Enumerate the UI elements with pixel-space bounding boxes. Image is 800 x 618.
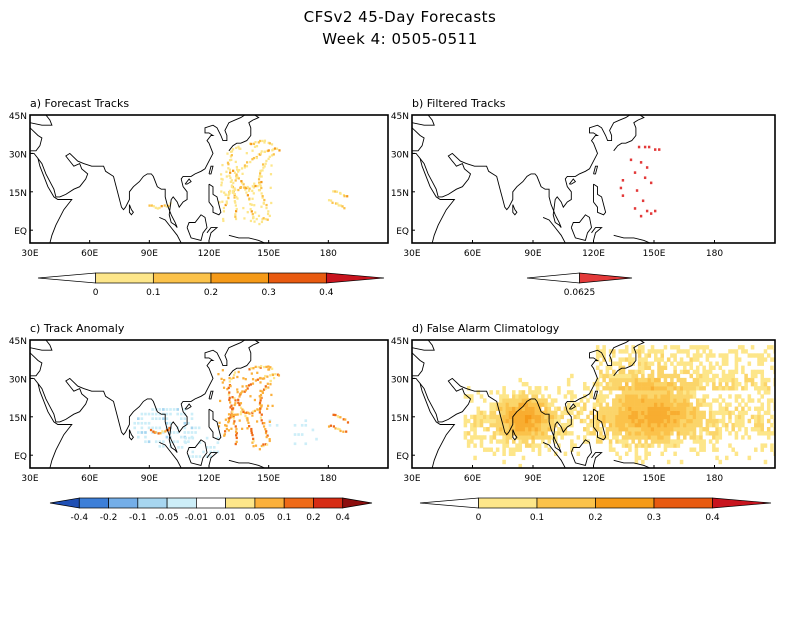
colorbar-label: 0.1 xyxy=(146,288,160,298)
lon-label: 150E xyxy=(643,249,666,259)
colorbar-label: 0.3 xyxy=(647,513,661,523)
colorbar-b: 0.0625 xyxy=(526,272,633,298)
lat-label: 45N xyxy=(9,112,27,122)
colorbar-label: 0.2 xyxy=(588,513,602,523)
colorbar-label: 0.4 xyxy=(705,513,720,523)
colorbar-label: 0.05 xyxy=(245,513,265,523)
panel-label: a) Forecast Tracks xyxy=(30,97,129,110)
colorbar-a: 0 0.1 0.2 0.3 0.4 xyxy=(37,272,385,298)
field-c xyxy=(133,365,350,458)
lon-label: 120E xyxy=(198,474,221,484)
coastline-d xyxy=(412,340,665,468)
lat-label: 15N xyxy=(391,414,409,424)
lat-label: 30N xyxy=(391,150,409,160)
lon-label: 90E xyxy=(524,474,541,484)
lon-label: 180 xyxy=(706,249,723,259)
lon-label: 120E xyxy=(582,249,605,259)
panel-label: d) False Alarm Climatology xyxy=(412,322,560,335)
field-b xyxy=(619,145,661,218)
lat-label: EQ xyxy=(14,452,27,462)
lat-label: 15N xyxy=(391,189,409,199)
lon-label: 60E xyxy=(81,249,98,259)
lat-label: 30N xyxy=(9,375,27,385)
lon-label: 90E xyxy=(141,249,158,259)
lon-label: 120E xyxy=(198,249,221,259)
coastline-b xyxy=(412,115,665,243)
coastline-a xyxy=(30,115,279,243)
colorbar-label: 0 xyxy=(476,513,482,523)
lon-label: 150E xyxy=(643,474,666,484)
colorbar-label: 0.01 xyxy=(216,513,236,523)
field-a xyxy=(148,139,349,226)
colorbar-label: 0.1 xyxy=(277,513,291,523)
lon-label: 150E xyxy=(257,474,280,484)
lon-label: 180 xyxy=(706,474,723,484)
colorbar-label: 0.4 xyxy=(336,513,351,523)
colorbar-label: 0 xyxy=(93,288,99,298)
lon-label: 60E xyxy=(464,249,481,259)
lat-label: EQ xyxy=(396,227,409,237)
lon-label: 120E xyxy=(582,474,605,484)
colorbar-label: -0.1 xyxy=(129,513,147,523)
colorbar-label: 0.4 xyxy=(319,288,334,298)
lon-label: 60E xyxy=(464,474,481,484)
lat-label: 45N xyxy=(9,337,27,347)
colorbar-label: -0.05 xyxy=(155,513,178,523)
panel-label: c) Track Anomaly xyxy=(30,322,125,335)
lat-label: EQ xyxy=(396,452,409,462)
colorbar-label: 0.2 xyxy=(306,513,320,523)
colorbar-label: 0.0625 xyxy=(564,288,596,298)
map-frame xyxy=(29,114,389,244)
lat-label: 30N xyxy=(9,150,27,160)
lat-label: 15N xyxy=(9,189,27,199)
lat-label: 45N xyxy=(391,112,409,122)
colorbar-label: 0.2 xyxy=(204,288,218,298)
lat-label: 45N xyxy=(391,337,409,347)
lon-label: 30E xyxy=(21,474,38,484)
lat-label: EQ xyxy=(14,227,27,237)
lon-label: 90E xyxy=(141,474,158,484)
colorbar-label: 0.3 xyxy=(262,288,276,298)
lon-label: 90E xyxy=(524,249,541,259)
figure-title: CFSv2 45-Day Forecasts xyxy=(303,8,497,26)
lon-label: 30E xyxy=(21,249,38,259)
coastline-c xyxy=(30,340,279,468)
lon-label: 180 xyxy=(320,474,337,484)
colorbar-d: 0 0.1 0.2 0.3 0.4 xyxy=(419,497,772,523)
field-d xyxy=(463,345,775,468)
lon-label: 180 xyxy=(320,249,337,259)
lat-label: 30N xyxy=(391,375,409,385)
map-frame xyxy=(29,339,389,469)
lat-label: 15N xyxy=(9,414,27,424)
colorbar-label: -0.2 xyxy=(100,513,118,523)
colorbar-label: -0.01 xyxy=(185,513,208,523)
lon-label: 30E xyxy=(403,474,420,484)
figure-subtitle: Week 4: 0505-0511 xyxy=(322,30,478,48)
map-frame xyxy=(411,114,776,244)
panel-label: b) Filtered Tracks xyxy=(412,97,506,110)
colorbar-label: -0.4 xyxy=(70,513,88,523)
colorbar-c: -0.4 -0.2 -0.1 -0.05 -0.01 0.01 0.05 0.1 0.2 0.4 xyxy=(49,497,373,523)
lon-label: 60E xyxy=(81,474,98,484)
lon-label: 150E xyxy=(257,249,280,259)
lon-label: 30E xyxy=(403,249,420,259)
colorbar-label: 0.1 xyxy=(530,513,544,523)
